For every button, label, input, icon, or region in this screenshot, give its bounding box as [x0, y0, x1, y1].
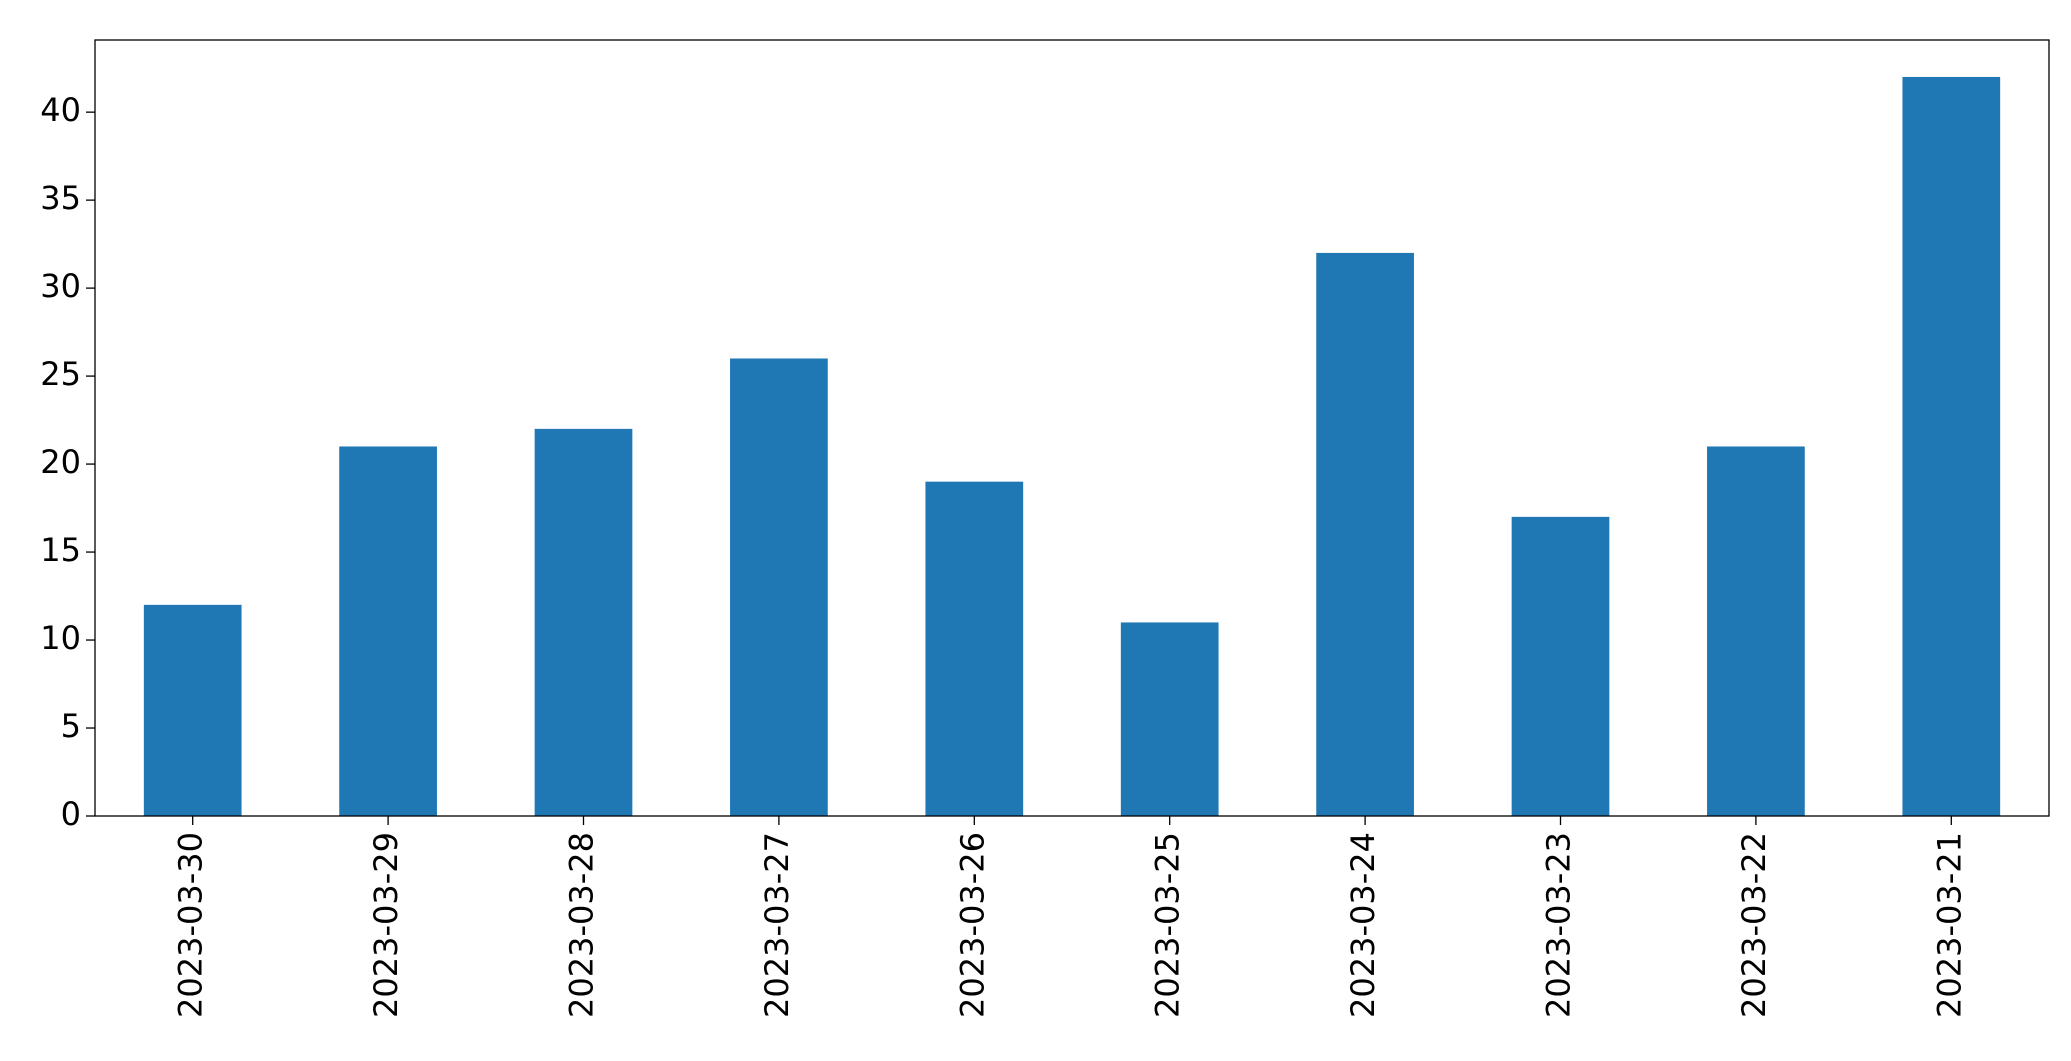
bar: [1120, 622, 1219, 816]
y-tick-label: 5: [61, 707, 81, 745]
bar: [143, 604, 242, 816]
x-tick-label: 2023-03-22: [1735, 832, 1773, 1018]
bar: [1707, 446, 1805, 816]
bar: [1902, 76, 2001, 816]
bar: [1511, 516, 1610, 816]
x-tick-label: 2023-03-23: [1540, 832, 1578, 1018]
x-tick-label: 2023-03-27: [758, 832, 796, 1018]
y-tick-label: 0: [61, 795, 81, 833]
y-tick-label: 30: [40, 267, 81, 305]
bar: [730, 358, 828, 816]
y-tick-label: 40: [40, 91, 81, 129]
x-tick-label: 2023-03-29: [367, 832, 405, 1018]
y-tick-label: 35: [40, 179, 81, 217]
bar: [1316, 252, 1414, 816]
bar: [925, 481, 1024, 816]
bar: [534, 428, 633, 816]
x-tick-label: 2023-03-26: [953, 832, 991, 1018]
plot-frame: [94, 39, 2050, 817]
x-tick-label: 2023-03-30: [172, 832, 210, 1018]
y-tick-label: 15: [40, 531, 81, 569]
x-tick-label: 2023-03-24: [1344, 832, 1382, 1018]
x-tick-label: 2023-03-28: [563, 832, 601, 1018]
y-tick-label: 10: [40, 619, 81, 657]
y-tick-label: 20: [40, 443, 81, 481]
y-tick-label: 25: [40, 355, 81, 393]
x-tick-label: 2023-03-21: [1930, 832, 1968, 1018]
bar: [339, 446, 437, 816]
x-tick-label: 2023-03-25: [1149, 832, 1187, 1018]
